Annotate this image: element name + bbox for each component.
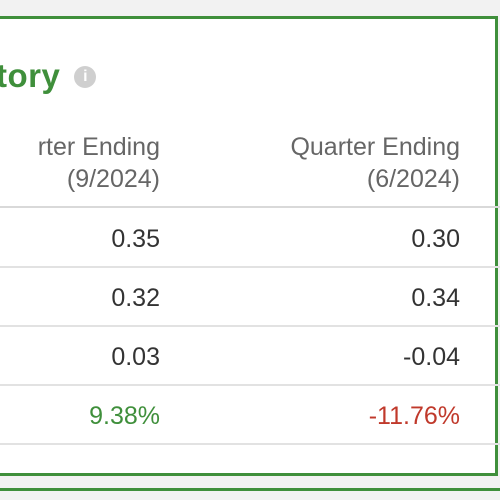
table-cell: 0.03: [111, 343, 160, 371]
table-row: 0.32 0.34: [0, 269, 500, 327]
header-divider: [0, 206, 500, 208]
column-header-line2: (9/2024): [66, 165, 160, 193]
column-header-quarter-1: rter Ending (9/2024): [38, 131, 160, 195]
panel-divider: [0, 488, 500, 491]
table-cell: -0.04: [403, 343, 460, 371]
column-header-line1: Quarter Ending: [290, 133, 460, 161]
earnings-history-panel: [0, 16, 498, 476]
column-header-line1: rter Ending: [37, 133, 160, 161]
column-header-line2: (6/2024): [366, 165, 460, 193]
section-title: tory: [0, 57, 61, 94]
column-header-quarter-2: Quarter Ending (6/2024): [290, 131, 460, 195]
table-row: 0.03 -0.04: [0, 328, 500, 386]
table-cell: 0.32: [111, 284, 160, 312]
section-header: tory i: [0, 54, 97, 98]
table-cell: 0.34: [411, 284, 460, 312]
surprise-percent-negative: -11.76%: [368, 402, 460, 430]
table-cell: 0.30: [411, 225, 460, 253]
table-row: 0.35 0.30: [0, 210, 500, 268]
table-row: 9.38% -11.76%: [0, 387, 500, 445]
surprise-percent-positive: 9.38%: [89, 402, 160, 430]
info-icon[interactable]: i: [74, 66, 97, 88]
table-cell: 0.35: [111, 225, 160, 253]
